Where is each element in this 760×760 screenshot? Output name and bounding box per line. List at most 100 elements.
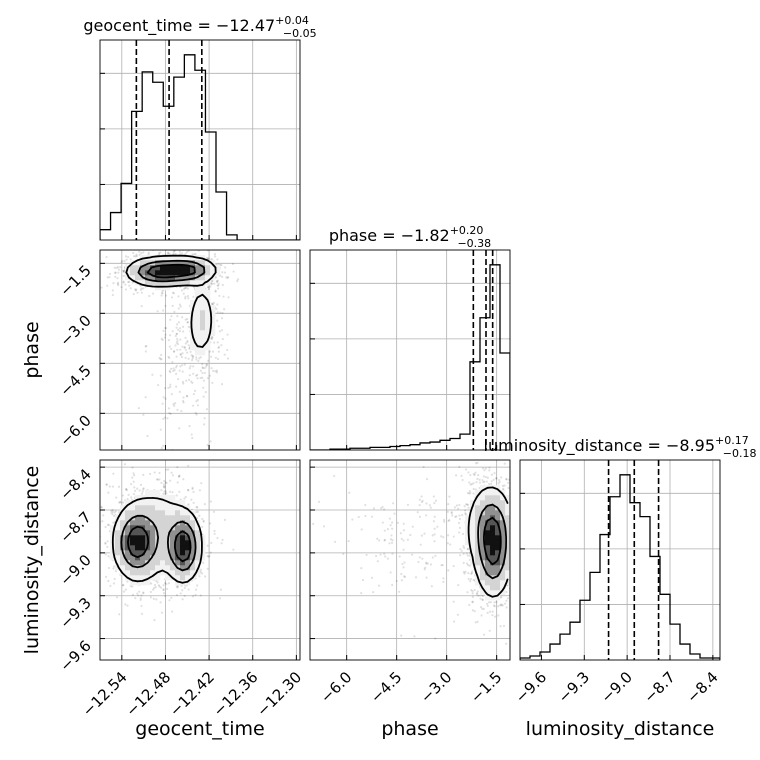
sample-point (488, 610, 492, 613)
sample-point (400, 579, 403, 582)
sample-point (511, 543, 513, 545)
sample-point (202, 386, 205, 389)
sample-point (107, 491, 110, 494)
sample-point (178, 303, 181, 306)
sample-point (159, 358, 162, 361)
sample-point (322, 525, 326, 528)
density-cell (160, 540, 166, 546)
density-cell (170, 515, 176, 521)
hist-frame (99, 39, 301, 241)
sample-point (459, 554, 462, 557)
density-cell (210, 260, 216, 266)
density-cell (130, 525, 136, 531)
sample-point (391, 539, 394, 542)
sample-point (464, 512, 467, 515)
sample-point (132, 480, 135, 483)
sample-point (188, 424, 191, 428)
sample-point (195, 356, 198, 359)
density-cell (200, 320, 206, 326)
sample-point (452, 535, 455, 538)
density-cell (185, 570, 191, 576)
sample-point (218, 330, 221, 333)
sample-point (101, 520, 104, 523)
sample-point (176, 348, 179, 351)
sample-point (223, 353, 226, 356)
sample-point (517, 505, 519, 507)
sample-point (221, 538, 224, 541)
sample-point (209, 551, 212, 554)
sample-point (482, 475, 485, 478)
sample-point (511, 560, 513, 562)
density-cell (160, 280, 166, 286)
sample-point (177, 457, 179, 459)
sample-point (184, 295, 187, 298)
density-cell (120, 520, 126, 526)
sample-point (126, 580, 129, 583)
sample-point (144, 345, 147, 348)
sample-point (391, 583, 394, 587)
sample-point (425, 477, 429, 481)
sample-point (406, 503, 410, 506)
density-cell (200, 300, 206, 306)
density-cell (115, 560, 121, 566)
sample-point (414, 576, 418, 579)
density-cell (160, 535, 166, 541)
density-cell (160, 525, 166, 531)
sample-point (182, 382, 185, 385)
density-cell (205, 275, 211, 281)
sample-point (483, 480, 486, 483)
density-cell (200, 265, 206, 271)
sample-point (210, 283, 213, 286)
sample-point (231, 262, 235, 266)
sample-point (464, 468, 468, 471)
sample-point (360, 528, 363, 531)
density-cell (185, 265, 191, 271)
sample-point (203, 366, 206, 370)
sample-point (111, 510, 114, 513)
sample-point (374, 554, 378, 558)
sample-point (517, 567, 519, 569)
sample-point (156, 310, 159, 313)
density-cell (210, 325, 216, 331)
density-cell (180, 555, 186, 561)
sample-point (502, 624, 506, 628)
sample-point (94, 260, 96, 262)
sample-point (172, 250, 175, 254)
panel-title-phase: phase = −1.82+0.20 −0.38 (329, 224, 491, 250)
density-cell (125, 530, 131, 536)
density-cell (190, 325, 196, 331)
density-cell (195, 540, 201, 546)
density-cell (120, 505, 126, 511)
sample-point (417, 560, 420, 564)
density-cell (185, 575, 191, 581)
sample-point (177, 475, 181, 478)
sample-point (162, 444, 165, 447)
sample-point (461, 514, 464, 517)
sample-point (191, 355, 194, 358)
sample-point (517, 536, 519, 538)
sample-point (403, 575, 407, 578)
sample-point (226, 333, 229, 336)
sample-point (115, 596, 119, 599)
sample-point (207, 286, 210, 289)
density-cell (115, 520, 121, 526)
sample-point (440, 564, 443, 567)
sample-point (159, 251, 162, 254)
sample-point (187, 488, 190, 492)
sample-point (512, 570, 514, 572)
sample-point (142, 592, 145, 595)
sample-point (490, 480, 493, 483)
sample-point (165, 492, 168, 495)
sample-point (160, 488, 163, 492)
sample-point (471, 600, 474, 603)
density-cell (205, 320, 211, 326)
density-cell (175, 560, 181, 566)
sample-point (171, 330, 174, 333)
sample-point (164, 492, 167, 495)
sample-point (398, 555, 401, 558)
sample-point (236, 280, 239, 283)
sample-point (484, 475, 488, 479)
sample-point (216, 311, 219, 314)
sample-point (220, 329, 224, 332)
sample-point (217, 282, 220, 285)
